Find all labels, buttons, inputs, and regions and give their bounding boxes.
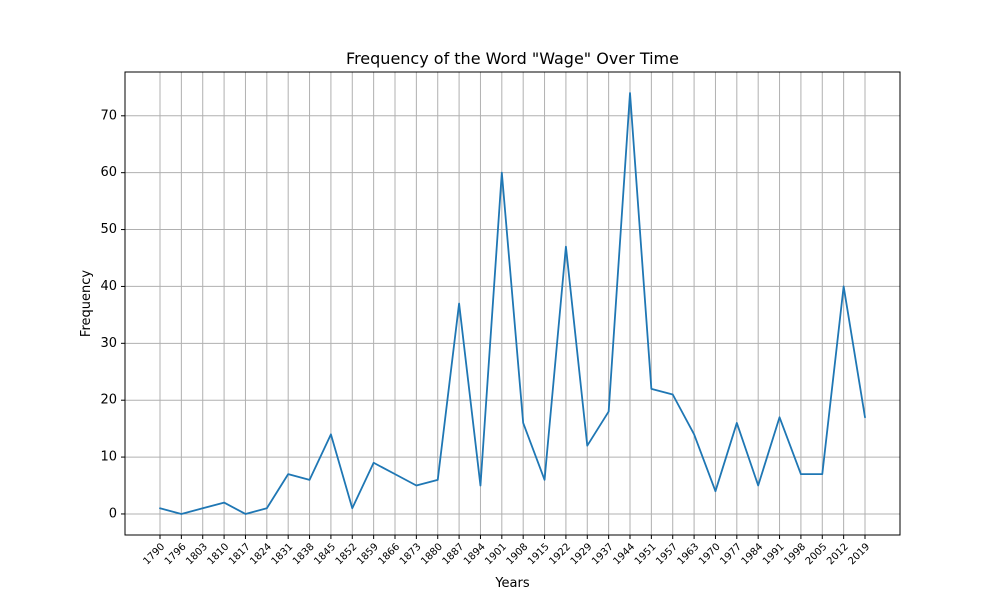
y-tick-label: 0 bbox=[109, 506, 117, 521]
y-tick-label: 10 bbox=[100, 450, 117, 465]
series-line bbox=[159, 92, 866, 515]
grid-layer bbox=[125, 72, 900, 535]
y-axis-label: Frequency bbox=[79, 270, 94, 337]
y-tick-label: 50 bbox=[100, 222, 117, 237]
y-tick-label: 30 bbox=[100, 336, 117, 351]
x-axis-label: Years bbox=[494, 576, 530, 591]
chart-title: Frequency of the Word "Wage" Over Time bbox=[346, 49, 679, 68]
y-axis: 0 10 20 30 40 50 60 70 bbox=[100, 108, 125, 521]
plot-frame bbox=[124, 71, 901, 536]
y-tick-label: 20 bbox=[100, 393, 117, 408]
y-tick-label: 60 bbox=[100, 165, 117, 180]
y-tick-label: 40 bbox=[100, 279, 117, 294]
series-layer bbox=[159, 92, 866, 515]
y-tick-label: 70 bbox=[100, 108, 117, 123]
